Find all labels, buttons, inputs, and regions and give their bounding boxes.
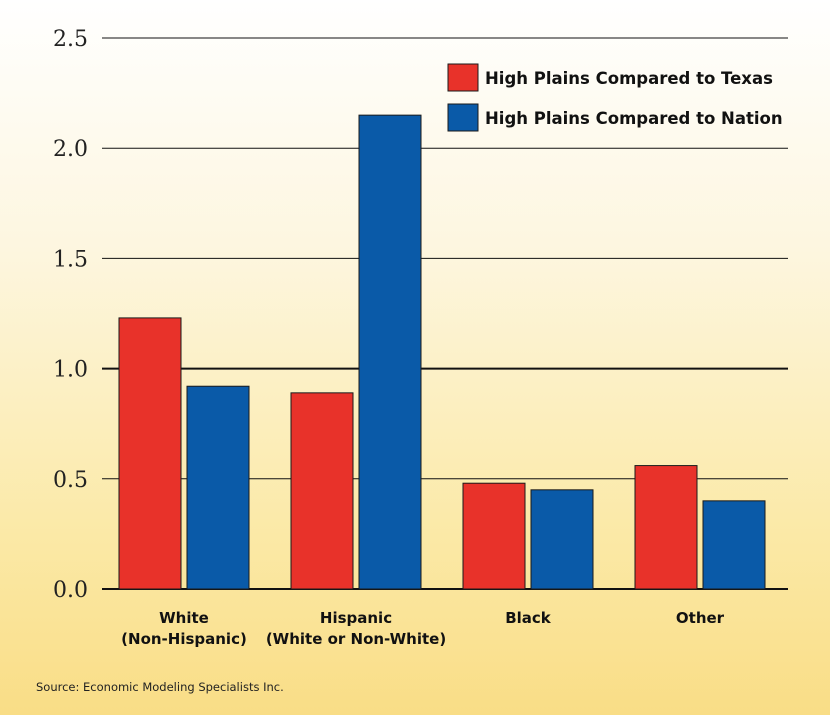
category-label: (White or Non-White)	[266, 630, 446, 648]
y-tick-label: 1.5	[53, 247, 88, 272]
bar-nation	[702, 500, 766, 590]
source-note: Source: Economic Modeling Specialists In…	[36, 680, 284, 694]
category-label: Hispanic	[320, 609, 392, 627]
category-label: (Non-Hispanic)	[121, 630, 247, 648]
legend-swatch	[447, 63, 479, 92]
bar-texas	[118, 317, 182, 590]
category-label: Black	[505, 609, 552, 627]
x-axis-labels: White (Non-Hispanic) Hispanic (White or Non…	[121, 609, 725, 648]
bar-texas	[290, 392, 354, 590]
legend-swatch	[447, 103, 479, 132]
y-tick-label: 0.5	[53, 468, 88, 493]
legend: High Plains Compared to Texas High Plains…	[447, 63, 783, 132]
y-tick-label: 2.5	[53, 27, 88, 52]
y-tick-label: 2.0	[53, 137, 88, 162]
legend-label: High Plains Compared to Texas	[485, 69, 773, 88]
bar-nation	[530, 489, 594, 590]
bars	[118, 114, 766, 590]
bar-nation	[186, 385, 250, 590]
category-label: Other	[676, 609, 725, 627]
y-tick-label: 1.0	[53, 358, 88, 383]
bar-texas	[634, 465, 698, 590]
bar-nation	[358, 114, 422, 590]
legend-label: High Plains Compared to Nation	[485, 109, 783, 128]
bar-texas	[462, 482, 526, 590]
y-tick-label: 0.0	[53, 578, 88, 603]
y-axis: 0.0 0.5 1.0 1.5 2.0 2.5	[53, 27, 88, 603]
category-label: White	[159, 609, 209, 627]
